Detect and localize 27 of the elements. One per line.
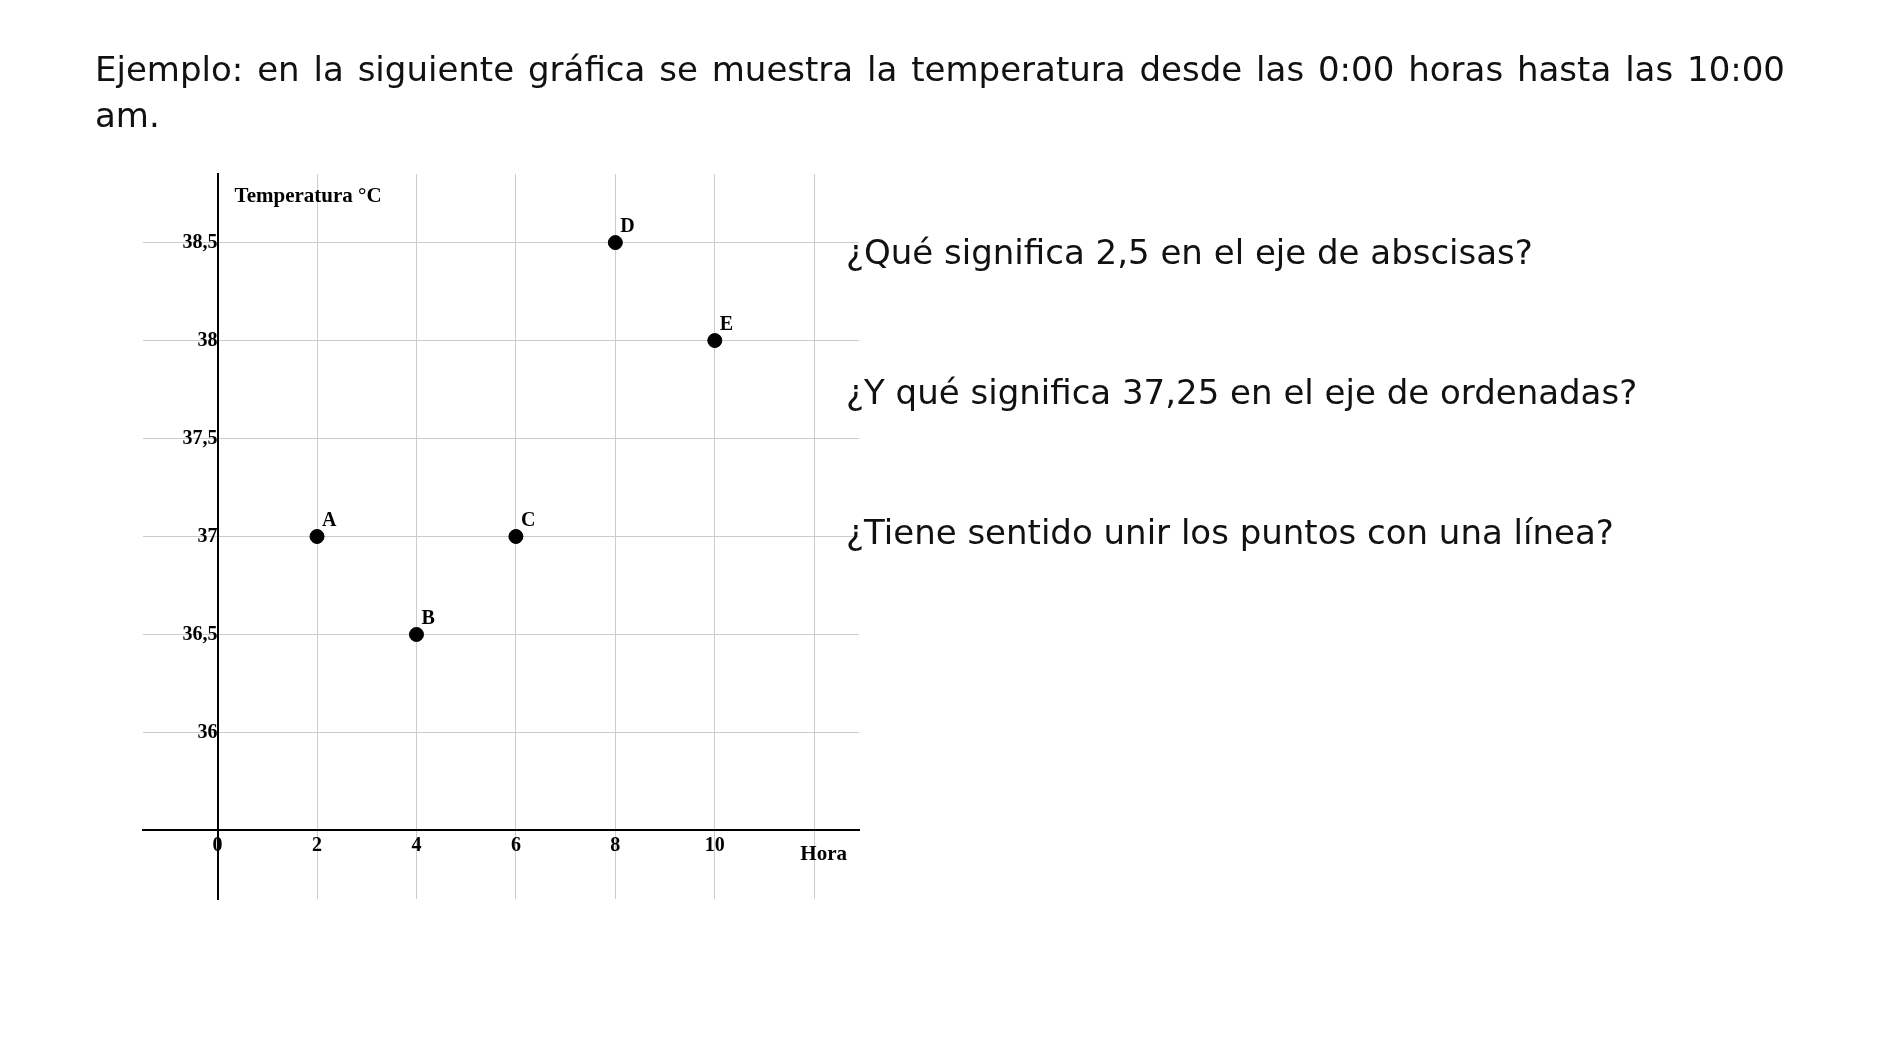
annotation: ¿Y qué significa 37,25 en el eje de ordenadas?	[846, 372, 1638, 412]
y-tick-label: 36	[197, 719, 218, 742]
x-tick-label: 2	[312, 832, 323, 855]
y-tick-label: 37,5	[182, 425, 218, 448]
text: Ejemplo: en la siguiente gráfica se muestra la temperatura desde las 0:00 horas hasta las 10:00 am.	[95, 48, 1785, 137]
annotation: E	[719, 311, 734, 334]
point	[707, 333, 723, 349]
annotation: D	[620, 213, 635, 236]
annotation: C	[520, 507, 536, 530]
annotation: A	[322, 507, 338, 530]
point	[607, 235, 623, 251]
y-tick-label: 38,5	[182, 229, 218, 252]
x-tick-label: 8	[610, 832, 621, 855]
y-axis-title: Temperatura °C	[234, 182, 382, 207]
y-tick-label: 37	[197, 523, 218, 546]
x-tick-label: 10	[704, 832, 725, 855]
annotation: ¿Qué significa 2,5 en el eje de abscisas?	[846, 232, 1533, 272]
y-tick-label: 38	[197, 327, 218, 350]
point	[508, 529, 524, 544]
point	[408, 626, 424, 642]
x-axis-title: Hora	[800, 841, 848, 866]
annotation: ¿Tiene sentido unir los puntos con una línea?	[846, 512, 1614, 552]
x-tick-label: 4	[411, 832, 422, 855]
point	[309, 529, 325, 544]
annotation: B	[421, 605, 435, 628]
x-tick-label: 6	[510, 832, 521, 855]
y-tick-label: 36,5	[182, 621, 218, 644]
